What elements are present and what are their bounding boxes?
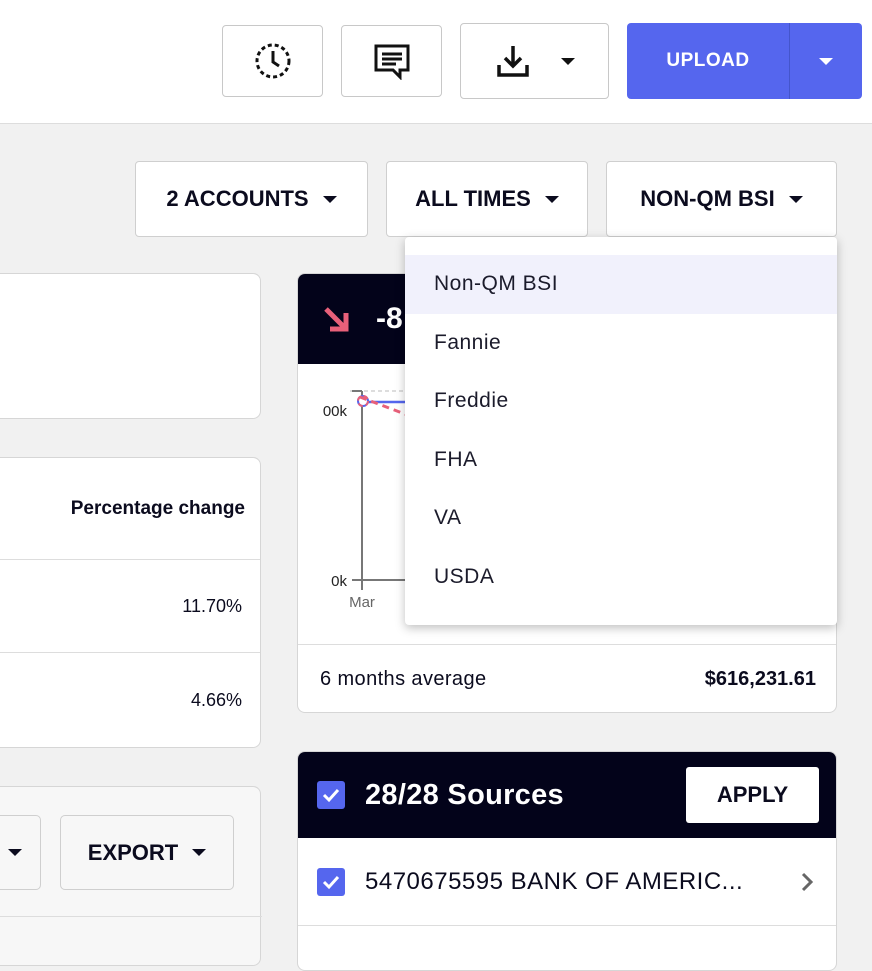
divider (0, 916, 262, 917)
history-button[interactable] (222, 25, 323, 97)
chevron-down-icon (819, 57, 833, 65)
select-all-checkbox[interactable] (317, 781, 345, 809)
menu-item-non-qm-bsi[interactable]: Non-QM BSI (405, 255, 837, 314)
filter-dropdown[interactable] (0, 815, 41, 890)
chevron-down-icon (192, 849, 207, 856)
average-row: 6 months average $616,231.61 (298, 644, 836, 712)
arrow-down-right-icon (324, 307, 349, 332)
chevron-down-icon (8, 849, 22, 856)
upload-options-toggle[interactable] (789, 23, 862, 99)
chevron-down-icon (544, 195, 559, 203)
y-tick-label: 0k (331, 573, 347, 590)
program-filter[interactable]: NON-QM BSI (606, 161, 837, 237)
download-button[interactable] (460, 23, 609, 99)
x-tick-label: Mar (349, 594, 375, 611)
list-panel: EXPORT (0, 786, 262, 966)
trend-point (357, 395, 369, 407)
menu-item-freddie[interactable]: Freddie (434, 389, 509, 413)
summary-card (0, 273, 261, 419)
menu-item-va[interactable]: VA (434, 506, 462, 530)
menu-item-fha[interactable]: FHA (434, 447, 478, 471)
table-row: 4.66% (0, 652, 260, 747)
check-icon (322, 788, 340, 803)
y-tick-label: 00k (323, 403, 348, 420)
chevron-down-icon (788, 195, 803, 203)
apply-button[interactable]: APPLY (686, 767, 819, 823)
export-button[interactable]: EXPORT (60, 815, 234, 890)
sources-panel: 28/28 Sources APPLY 5470675595 BANK OF A… (297, 751, 837, 971)
table-row: 11.70% (0, 559, 260, 652)
download-icon (496, 46, 529, 77)
column-header-percentage-change: Percentage change (70, 497, 245, 519)
upload-button[interactable]: UPLOAD (627, 23, 862, 99)
sources-header: 28/28 Sources APPLY (298, 752, 836, 838)
upload-label: UPLOAD (666, 50, 750, 71)
chevron-down-icon (560, 57, 575, 65)
comparison-table: Percentage change 11.70% 4.66% (0, 457, 261, 748)
sources-title: 28/28 Sources (365, 778, 564, 811)
program-filter-label: NON-QM BSI (640, 186, 775, 211)
trend-value: -8 (376, 302, 403, 335)
comment-icon (374, 44, 409, 80)
source-label: 5470675595 BANK OF AMERIC... (365, 867, 744, 895)
menu-item-usda[interactable]: USDA (434, 564, 495, 588)
source-item[interactable]: 5470675595 BANK OF AMERIC... (298, 838, 836, 926)
accounts-filter-label: 2 ACCOUNTS (166, 186, 309, 211)
clock-icon (255, 43, 290, 79)
average-value: $616,231.61 (704, 668, 816, 690)
average-label: 6 months average (320, 668, 487, 690)
time-filter-label: ALL TIMES (415, 186, 531, 211)
program-dropdown-menu: Non-QM BSI Fannie Freddie FHA VA USDA (405, 237, 837, 625)
export-label: EXPORT (87, 839, 179, 865)
menu-item-fannie[interactable]: Fannie (434, 330, 502, 354)
chevron-right-icon[interactable] (800, 872, 814, 892)
source-checkbox[interactable] (317, 867, 345, 896)
accounts-filter[interactable]: 2 ACCOUNTS (135, 161, 368, 237)
check-icon (322, 875, 340, 889)
chevron-down-icon (322, 195, 337, 203)
time-filter[interactable]: ALL TIMES (386, 161, 588, 237)
comments-button[interactable] (341, 25, 442, 97)
